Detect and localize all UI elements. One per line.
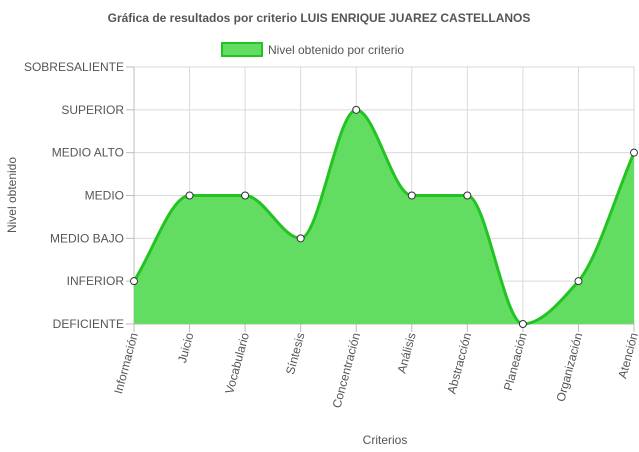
x-tick-label: Información: [111, 331, 141, 395]
legend-swatch[interactable]: [221, 42, 263, 57]
x-tick-label: Atención: [615, 331, 639, 380]
data-point[interactable]: [463, 191, 472, 200]
data-points: [130, 105, 638, 328]
data-point[interactable]: [407, 191, 416, 200]
series-line: [132, 108, 636, 326]
data-point[interactable]: [518, 320, 527, 328]
x-tick-label: Abstracción: [444, 331, 474, 395]
data-point[interactable]: [296, 234, 305, 243]
x-tick-label: Concentración: [330, 331, 364, 409]
y-tick-label: MEDIO BAJO: [50, 231, 124, 245]
data-point[interactable]: [574, 277, 583, 286]
x-tick-label: Vocabulario: [222, 331, 252, 396]
y-tick-label: MEDIO: [85, 189, 124, 203]
data-point[interactable]: [241, 191, 250, 200]
y-tick-label: INFERIOR: [67, 274, 125, 288]
y-tick-label: MEDIO ALTO: [52, 146, 124, 160]
data-point[interactable]: [630, 148, 638, 157]
x-axis-ticks: Información Juicio Vocabulario Síntesis Conc…: [111, 331, 639, 410]
y-axis-ticks: DEFICIENTE INFERIOR MEDIO BAJO MEDIO MEDIO A…: [24, 60, 124, 331]
chart-title: Gráfica de resultados por criterio LUIS …: [108, 11, 531, 25]
plot-area: [132, 108, 636, 326]
data-point[interactable]: [185, 191, 194, 200]
x-tick-label: Síntesis: [283, 331, 308, 376]
legend[interactable]: Nivel obtenido por criterio: [221, 42, 404, 57]
y-tick-label: SOBRESALIENTE: [24, 60, 124, 74]
legend-label[interactable]: Nivel obtenido por criterio: [268, 43, 404, 57]
series-area: [134, 109, 634, 324]
data-point[interactable]: [352, 105, 361, 114]
x-axis-label: Criterios: [363, 433, 408, 447]
x-tick-label: Juicio: [175, 331, 197, 365]
y-axis-label: Nivel obtenido: [5, 157, 19, 233]
y-tick-label: SUPERIOR: [61, 103, 124, 117]
data-point[interactable]: [130, 277, 138, 286]
y-tick-label: DEFICIENTE: [53, 317, 124, 331]
x-tick-label: Organización: [554, 331, 586, 403]
x-tick-label: Análisis: [394, 331, 418, 375]
x-tick-label: Planeación: [501, 331, 530, 392]
